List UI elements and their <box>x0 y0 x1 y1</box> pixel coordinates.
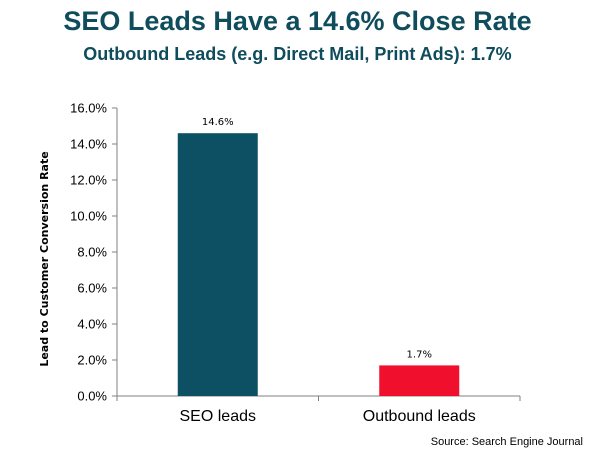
chart-title: SEO Leads Have a 14.6% Close Rate <box>63 6 532 36</box>
y-tick-label: 0.0% <box>77 389 107 404</box>
y-axis-label: Lead to Customer Conversion Rate <box>38 151 51 366</box>
y-tick-label: 4.0% <box>77 317 107 332</box>
y-tick-label: 10.0% <box>70 209 107 224</box>
x-tick-label: SEO leads <box>180 408 256 425</box>
y-tick-label: 2.0% <box>77 353 107 368</box>
x-tick-label: Outbound leads <box>363 408 476 425</box>
y-tick-label: 16.0% <box>70 101 107 116</box>
data-label: 1.7% <box>407 349 432 360</box>
y-tick-label: 12.0% <box>70 173 107 188</box>
y-tick-label: 14.0% <box>70 137 107 152</box>
x-axis: SEO leads Outbound leads <box>116 395 521 425</box>
y-axis: 0.0% 2.0% 4.0% 6.0% 8.0% 10.0% 12.0% 14.0% 16.0% <box>70 101 118 404</box>
bars <box>177 133 460 396</box>
y-tick-label: 6.0% <box>77 281 107 296</box>
chart-subtitle: Outbound Leads (e.g. Direct Mail, Print … <box>83 44 512 64</box>
source-note: Source: Search Engine Journal <box>430 436 583 448</box>
data-labels: 14.6% 1.7% <box>202 117 432 360</box>
y-tick-label: 8.0% <box>77 245 107 260</box>
data-label: 14.6% <box>202 117 234 128</box>
bar <box>177 133 258 396</box>
bar <box>379 365 460 396</box>
